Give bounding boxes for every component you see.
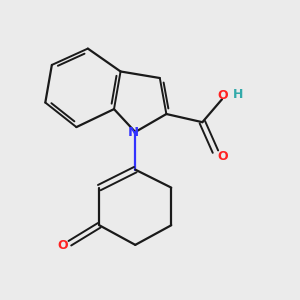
Text: H: H bbox=[233, 88, 244, 101]
Text: O: O bbox=[57, 239, 68, 252]
Text: N: N bbox=[128, 126, 139, 139]
Text: O: O bbox=[217, 89, 228, 102]
Text: O: O bbox=[217, 150, 228, 163]
